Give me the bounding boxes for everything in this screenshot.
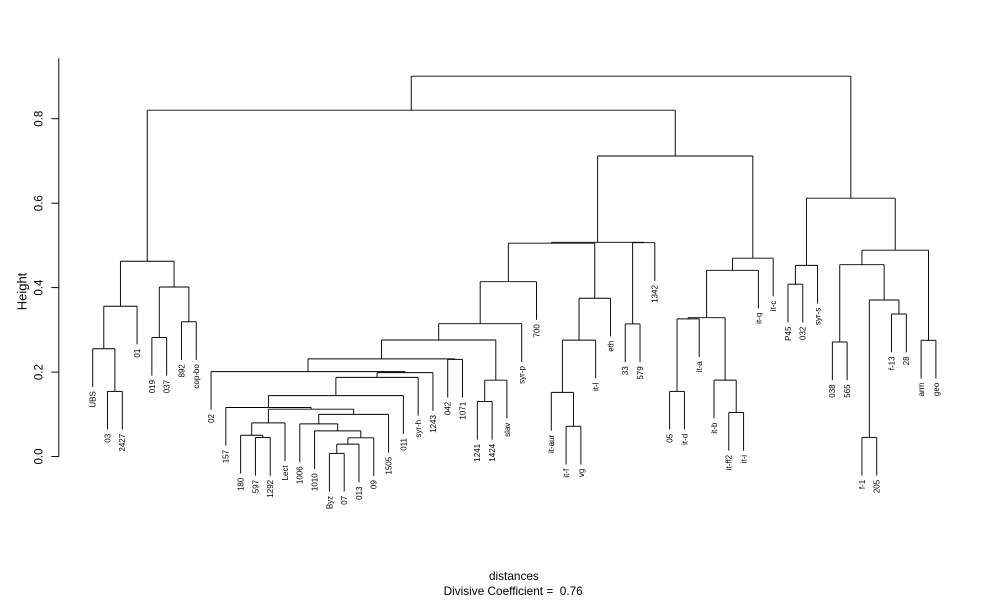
svg-text:cop-bo: cop-bo — [192, 364, 201, 389]
svg-text:Lect: Lect — [281, 465, 290, 481]
svg-text:syr-p: syr-p — [518, 366, 527, 384]
svg-text:it-ff2: it-ff2 — [725, 454, 734, 470]
svg-text:032: 032 — [799, 326, 808, 340]
svg-text:1243: 1243 — [429, 414, 438, 432]
svg-text:1071: 1071 — [458, 401, 467, 419]
svg-text:Byz: Byz — [325, 496, 334, 509]
svg-text:0.2: 0.2 — [34, 364, 46, 380]
svg-text:28: 28 — [902, 356, 911, 365]
svg-text:1424: 1424 — [488, 443, 497, 461]
svg-text:arm: arm — [917, 382, 926, 396]
svg-text:157: 157 — [222, 449, 231, 463]
svg-text:it-f: it-f — [562, 468, 571, 478]
svg-text:700: 700 — [532, 324, 541, 338]
svg-text:037: 037 — [163, 379, 172, 393]
svg-text:f-1: f-1 — [858, 479, 867, 489]
svg-text:it-b: it-b — [710, 422, 719, 434]
svg-text:0.4: 0.4 — [34, 279, 46, 296]
svg-text:33: 33 — [621, 366, 630, 375]
svg-text:f-13: f-13 — [887, 356, 896, 370]
svg-text:02: 02 — [207, 413, 216, 422]
svg-text:it-d: it-d — [680, 434, 689, 445]
svg-text:it-aur: it-aur — [547, 434, 556, 453]
svg-text:042: 042 — [444, 401, 453, 415]
svg-text:1342: 1342 — [651, 285, 660, 303]
svg-text:it-a: it-a — [695, 361, 704, 373]
svg-text:892: 892 — [177, 364, 186, 378]
svg-text:579: 579 — [636, 366, 645, 380]
svg-text:180: 180 — [237, 477, 246, 491]
svg-text:syr-s: syr-s — [813, 308, 822, 325]
svg-text:0.0: 0.0 — [34, 449, 46, 465]
svg-text:597: 597 — [251, 479, 260, 493]
svg-text:01: 01 — [133, 348, 142, 357]
svg-text:vg: vg — [577, 469, 586, 477]
svg-text:2427: 2427 — [118, 433, 127, 451]
svg-text:UBS: UBS — [89, 391, 98, 407]
svg-text:syr-h: syr-h — [414, 420, 423, 438]
svg-text:1292: 1292 — [266, 479, 275, 497]
svg-text:it-q: it-q — [754, 313, 763, 324]
svg-text:013: 013 — [355, 486, 364, 500]
svg-text:038: 038 — [828, 384, 837, 398]
svg-text:slav: slav — [503, 423, 512, 437]
svg-text:03: 03 — [103, 433, 112, 442]
svg-text:019: 019 — [148, 379, 157, 393]
svg-text:Divisive Coefficient = 0.76: Divisive Coefficient = 0.76 — [444, 584, 584, 598]
svg-text:1505: 1505 — [384, 456, 393, 474]
svg-text:it-c: it-c — [769, 301, 778, 312]
svg-text:it-i: it-i — [739, 455, 748, 464]
svg-text:565: 565 — [843, 384, 852, 398]
svg-text:1010: 1010 — [310, 473, 319, 491]
svg-text:0.6: 0.6 — [34, 195, 46, 211]
svg-text:1006: 1006 — [296, 466, 305, 484]
svg-text:geo: geo — [932, 382, 941, 396]
svg-text:0.8: 0.8 — [34, 111, 46, 127]
svg-text:Height: Height — [15, 272, 30, 310]
svg-text:distances: distances — [489, 569, 539, 583]
svg-text:05: 05 — [666, 433, 675, 442]
svg-text:07: 07 — [340, 495, 349, 504]
svg-text:P45: P45 — [784, 326, 793, 341]
svg-text:eth: eth — [606, 341, 615, 352]
svg-text:1241: 1241 — [473, 443, 482, 461]
svg-text:205: 205 — [873, 479, 882, 493]
svg-text:09: 09 — [370, 480, 379, 489]
svg-text:it-l: it-l — [592, 382, 601, 391]
svg-text:011: 011 — [399, 437, 408, 450]
